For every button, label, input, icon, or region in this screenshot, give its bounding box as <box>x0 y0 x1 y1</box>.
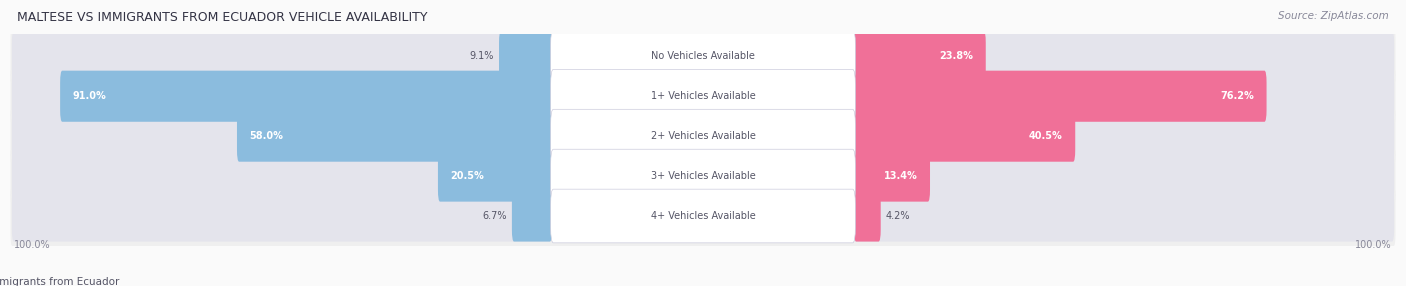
Text: 58.0%: 58.0% <box>249 131 284 141</box>
FancyBboxPatch shape <box>10 26 1396 87</box>
FancyBboxPatch shape <box>853 31 1395 82</box>
Text: 4.2%: 4.2% <box>886 211 910 221</box>
FancyBboxPatch shape <box>853 150 929 202</box>
FancyBboxPatch shape <box>11 190 553 242</box>
FancyBboxPatch shape <box>60 71 553 122</box>
FancyBboxPatch shape <box>551 109 855 163</box>
FancyBboxPatch shape <box>238 111 553 162</box>
Text: MALTESE VS IMMIGRANTS FROM ECUADOR VEHICLE AVAILABILITY: MALTESE VS IMMIGRANTS FROM ECUADOR VEHIC… <box>17 11 427 24</box>
FancyBboxPatch shape <box>853 71 1395 122</box>
Text: 23.8%: 23.8% <box>939 51 973 61</box>
Text: 20.5%: 20.5% <box>450 171 484 181</box>
FancyBboxPatch shape <box>11 71 553 122</box>
FancyBboxPatch shape <box>551 29 855 83</box>
Text: 91.0%: 91.0% <box>73 91 107 101</box>
Text: 3+ Vehicles Available: 3+ Vehicles Available <box>651 171 755 181</box>
FancyBboxPatch shape <box>10 186 1396 246</box>
FancyBboxPatch shape <box>11 111 553 162</box>
Text: 6.7%: 6.7% <box>482 211 508 221</box>
FancyBboxPatch shape <box>437 150 553 202</box>
Text: 1+ Vehicles Available: 1+ Vehicles Available <box>651 91 755 101</box>
FancyBboxPatch shape <box>10 146 1396 206</box>
FancyBboxPatch shape <box>853 31 986 82</box>
FancyBboxPatch shape <box>551 69 855 123</box>
FancyBboxPatch shape <box>10 66 1396 127</box>
FancyBboxPatch shape <box>499 31 553 82</box>
Text: 76.2%: 76.2% <box>1220 91 1254 101</box>
FancyBboxPatch shape <box>11 31 553 82</box>
Text: 4+ Vehicles Available: 4+ Vehicles Available <box>651 211 755 221</box>
Text: 100.0%: 100.0% <box>1355 240 1392 250</box>
FancyBboxPatch shape <box>853 150 1395 202</box>
FancyBboxPatch shape <box>853 71 1267 122</box>
Text: 2+ Vehicles Available: 2+ Vehicles Available <box>651 131 755 141</box>
FancyBboxPatch shape <box>512 190 553 242</box>
FancyBboxPatch shape <box>853 190 1395 242</box>
Text: No Vehicles Available: No Vehicles Available <box>651 51 755 61</box>
FancyBboxPatch shape <box>10 106 1396 166</box>
FancyBboxPatch shape <box>853 111 1395 162</box>
FancyBboxPatch shape <box>11 150 553 202</box>
FancyBboxPatch shape <box>853 190 880 242</box>
Text: 13.4%: 13.4% <box>884 171 918 181</box>
FancyBboxPatch shape <box>551 149 855 203</box>
Text: 100.0%: 100.0% <box>14 240 51 250</box>
Text: Source: ZipAtlas.com: Source: ZipAtlas.com <box>1278 11 1389 21</box>
Text: 40.5%: 40.5% <box>1029 131 1063 141</box>
Legend: Maltese, Immigrants from Ecuador: Maltese, Immigrants from Ecuador <box>0 277 120 286</box>
FancyBboxPatch shape <box>551 189 855 243</box>
Text: 9.1%: 9.1% <box>470 51 494 61</box>
FancyBboxPatch shape <box>853 111 1076 162</box>
